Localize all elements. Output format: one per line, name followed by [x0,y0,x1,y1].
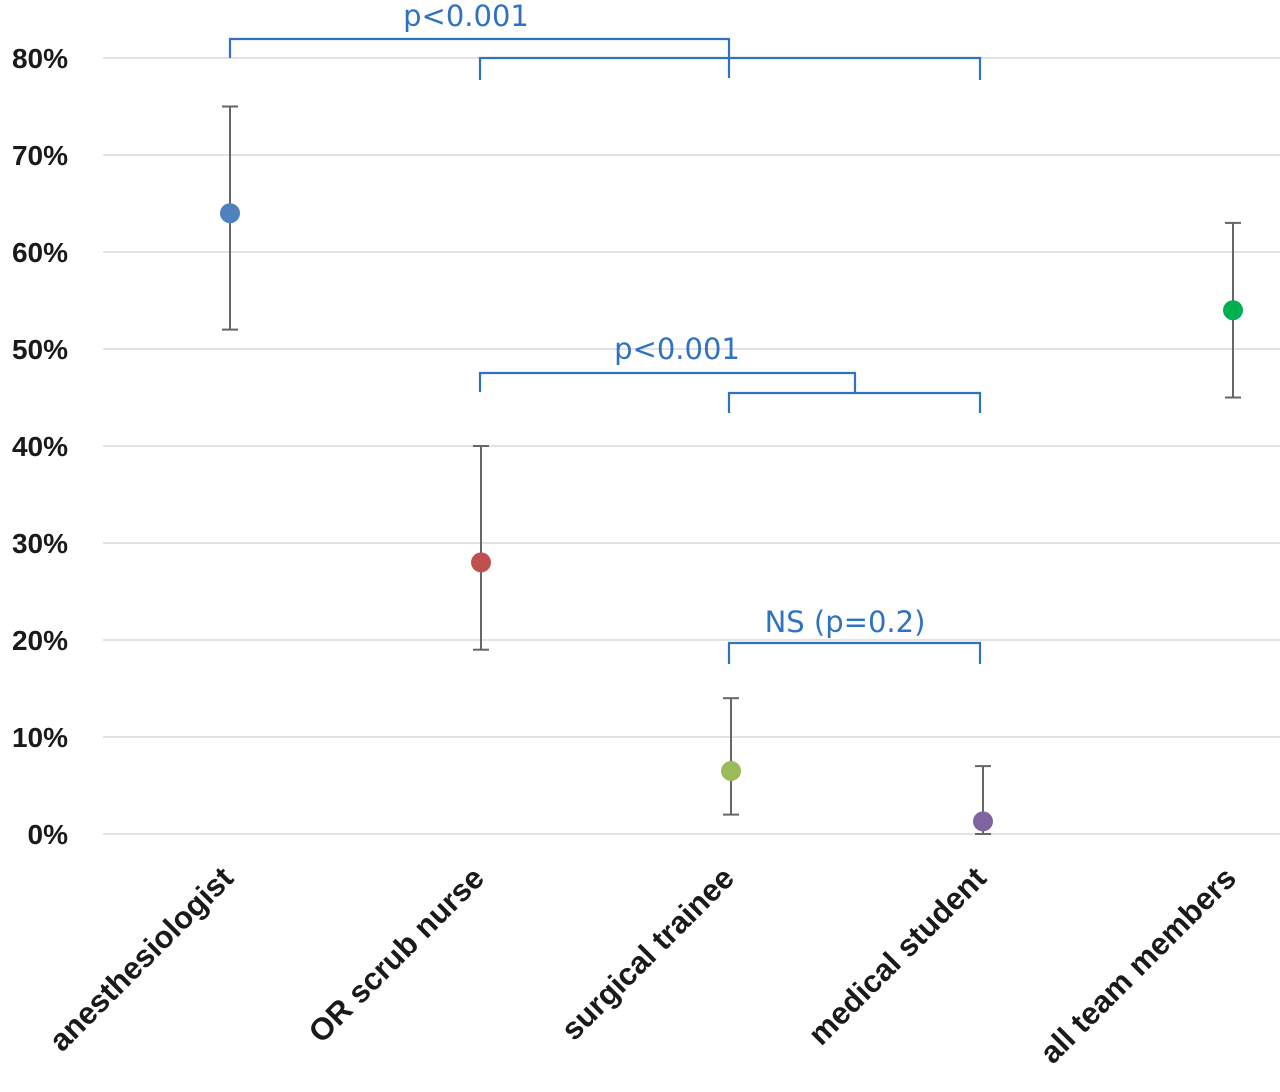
y-tick-label: 20% [12,625,68,656]
x-tick-label: OR scrub nurse [302,860,491,1049]
data-point-all-team-members [1223,300,1243,321]
significance-brackets: p<0.001 p<0.001 NS (p=0.2) [228,0,982,664]
y-tick-label: 10% [12,722,68,753]
y-tick-label: 70% [12,140,68,171]
x-axis-category-labels: anesthesiologist OR scrub nurse surgical t… [42,860,1243,1070]
y-tick-label: 50% [12,334,68,365]
annotation-p-anesthesiologist: p<0.001 [403,0,529,33]
data-point-surgical-trainee [721,760,741,781]
y-tick-label: 40% [12,431,68,462]
annotation-ns: NS (p=0.2) [765,605,926,639]
x-tick-label: anesthesiologist [42,860,240,1058]
grid-lines [103,57,1280,835]
bracket-trainee-vs-student [727,641,982,664]
x-tick-label: all team members [1033,860,1243,1070]
error-bars [222,105,1241,835]
error-bar-1 [473,445,489,651]
y-tick-label: 30% [12,528,68,559]
data-points [220,203,1243,832]
y-tick-label: 0% [28,819,69,850]
bracket-scrub-nurse-vs-trainee-upper [478,371,857,392]
y-tick-label: 60% [12,237,68,268]
data-point-anesthesiologist [220,203,240,224]
data-point-medical-student [973,811,993,832]
x-tick-label: surgical trainee [554,860,741,1047]
x-tick-label: medical student [801,860,993,1052]
y-axis-tick-labels: 0% 10% 20% 30% 40% 50% 60% 70% 80% [12,43,68,850]
error-bar-2 [723,697,739,816]
bracket-scrub-nurse-vs-trainee-lower [727,391,982,413]
bracket-anesthesiologist-vs-others-lower [478,56,982,80]
data-point-or-scrub-nurse [471,552,491,573]
y-tick-label: 80% [12,43,68,74]
annotation-p-scrub-nurse: p<0.001 [614,332,740,366]
